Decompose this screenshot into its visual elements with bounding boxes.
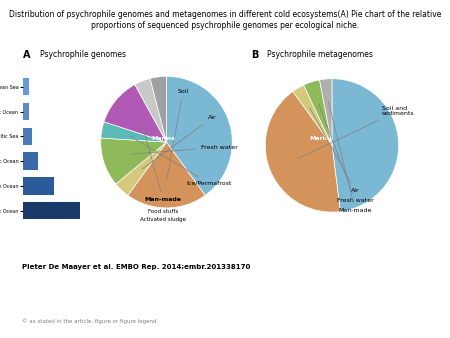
Wedge shape bbox=[150, 76, 166, 142]
Wedge shape bbox=[166, 76, 232, 195]
Wedge shape bbox=[104, 84, 166, 142]
Text: © as stated in the article, figure or figure legend: © as stated in the article, figure or fi… bbox=[22, 319, 157, 324]
Text: Distribution of psychrophile genomes and metagenomes in different cold ecosystem: Distribution of psychrophile genomes and… bbox=[9, 10, 441, 29]
Wedge shape bbox=[266, 92, 340, 212]
Text: Man-made: Man-made bbox=[328, 102, 372, 213]
Text: Marine: Marine bbox=[151, 136, 176, 141]
Bar bbox=[22, 128, 32, 145]
Wedge shape bbox=[128, 142, 205, 208]
Wedge shape bbox=[101, 138, 166, 184]
Wedge shape bbox=[135, 78, 166, 142]
Text: Fresh water: Fresh water bbox=[319, 104, 373, 203]
Wedge shape bbox=[293, 85, 332, 145]
Text: A: A bbox=[22, 50, 30, 60]
Text: Pieter De Maayer et al. EMBO Rep. 2014;embr.201338170: Pieter De Maayer et al. EMBO Rep. 2014;e… bbox=[22, 264, 251, 270]
Wedge shape bbox=[332, 79, 399, 212]
Text: Activated sludge: Activated sludge bbox=[140, 217, 186, 222]
Text: Psychrophile genomes: Psychrophile genomes bbox=[40, 50, 126, 59]
Wedge shape bbox=[101, 122, 166, 142]
Text: Soil and
sediments: Soil and sediments bbox=[297, 105, 414, 159]
Text: Fresh water: Fresh water bbox=[132, 145, 238, 154]
Bar bbox=[22, 103, 29, 120]
Text: Marine: Marine bbox=[310, 136, 334, 141]
Bar bbox=[22, 202, 80, 219]
Text: Food stuffs: Food stuffs bbox=[148, 209, 178, 214]
Bar bbox=[22, 177, 54, 195]
Text: Soil: Soil bbox=[167, 89, 189, 179]
Bar bbox=[22, 78, 29, 95]
Wedge shape bbox=[304, 80, 332, 145]
Text: Air: Air bbox=[142, 115, 217, 169]
Text: B: B bbox=[252, 50, 259, 60]
Text: Psychrophile metagenomes: Psychrophile metagenomes bbox=[267, 50, 373, 59]
Wedge shape bbox=[116, 142, 166, 195]
Text: Ice/Permafrost: Ice/Permafrost bbox=[130, 136, 232, 186]
Bar bbox=[22, 152, 38, 170]
Text: EMBO: EMBO bbox=[364, 298, 410, 311]
Wedge shape bbox=[320, 79, 332, 145]
Text: reports: reports bbox=[372, 317, 402, 325]
Text: Man-made: Man-made bbox=[142, 124, 182, 202]
Text: Air: Air bbox=[310, 107, 360, 193]
